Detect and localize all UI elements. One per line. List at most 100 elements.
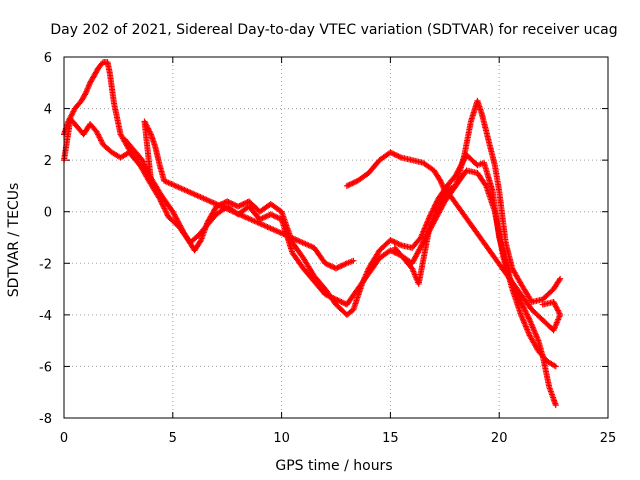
data-point — [82, 91, 89, 98]
data-point — [263, 213, 270, 220]
y-tick-labels: -8 -6 -4 -2 0 2 4 6 — [39, 51, 52, 427]
data-point — [396, 153, 403, 160]
data-point — [482, 181, 489, 188]
data-point — [162, 208, 169, 215]
data-point — [350, 257, 357, 264]
data-point — [395, 240, 402, 247]
data-point — [224, 198, 231, 205]
data-point — [159, 201, 166, 208]
data-point — [322, 291, 329, 298]
data-point — [158, 198, 165, 205]
data-point — [394, 152, 401, 159]
data-point — [390, 238, 397, 245]
chart-title: Day 202 of 2021, Sidereal Day-to-day VTE… — [50, 22, 617, 38]
y-tick-label: -2 — [39, 257, 52, 272]
data-point — [517, 298, 524, 305]
data-point — [260, 214, 267, 221]
data-point — [387, 247, 394, 254]
data-point — [274, 214, 281, 221]
data-point — [326, 262, 333, 269]
data-point — [391, 239, 398, 246]
data-point — [229, 200, 236, 207]
data-point — [240, 200, 247, 207]
axis-ticks — [63, 56, 609, 419]
data-point — [157, 197, 164, 204]
data-point — [328, 294, 335, 301]
data-point — [347, 180, 354, 187]
data-point — [236, 202, 243, 209]
data-point — [394, 240, 401, 247]
data-point — [228, 200, 235, 207]
y-tick-label: -8 — [39, 412, 52, 427]
data-point — [523, 310, 530, 317]
data-point — [339, 299, 346, 306]
data-point — [226, 199, 233, 206]
data-point — [391, 151, 398, 158]
data-point — [161, 205, 168, 212]
data-point — [323, 291, 330, 298]
grid-lines — [64, 57, 608, 418]
y-tick-label: -4 — [39, 309, 52, 324]
data-point — [232, 202, 239, 209]
y-tick-label: 2 — [44, 154, 52, 169]
data-point — [324, 292, 331, 299]
data-point — [338, 298, 345, 305]
data-point — [387, 149, 394, 156]
data-point — [335, 297, 342, 304]
data-point — [342, 260, 349, 267]
data-point — [160, 202, 167, 209]
y-tick-label: 6 — [44, 51, 52, 66]
data-point — [338, 262, 345, 269]
data-point — [322, 260, 329, 267]
data-point — [519, 303, 526, 310]
data-point — [523, 311, 530, 318]
data-point — [259, 215, 266, 222]
data-point — [267, 211, 274, 218]
data-point — [158, 199, 165, 206]
data-point — [392, 239, 399, 246]
data-point — [330, 295, 337, 302]
data-point — [156, 195, 163, 202]
data-point — [163, 209, 170, 216]
data-point — [331, 295, 338, 302]
data-point — [241, 200, 248, 207]
data-point — [231, 201, 237, 208]
y-axis-label: SDTVAR / TECUs — [6, 183, 22, 298]
data-point — [225, 199, 232, 206]
data-point — [273, 213, 280, 220]
data-point — [262, 213, 269, 220]
x-tick-label: 0 — [60, 431, 68, 446]
data-point — [235, 203, 242, 210]
data-point — [341, 261, 348, 268]
data-point — [326, 293, 333, 300]
data-point — [327, 293, 334, 300]
data-point — [387, 237, 394, 244]
series-track-c — [121, 118, 357, 272]
data-points — [61, 59, 564, 409]
data-point — [396, 241, 403, 248]
data-point — [221, 199, 228, 206]
data-point — [269, 211, 276, 218]
data-point — [197, 238, 204, 245]
data-point — [164, 211, 171, 218]
data-point — [521, 305, 528, 312]
data-point — [239, 201, 246, 208]
data-point — [392, 151, 399, 158]
data-point — [449, 184, 456, 191]
data-point — [271, 213, 278, 220]
series-track-e — [391, 188, 564, 334]
data-point — [335, 264, 342, 271]
data-point — [334, 297, 341, 304]
data-point — [447, 185, 454, 192]
y-tick-label: -6 — [39, 360, 52, 375]
data-point — [345, 182, 352, 189]
data-point — [334, 264, 341, 271]
data-point — [390, 150, 397, 157]
data-point — [388, 248, 395, 255]
data-point — [330, 264, 337, 271]
data-point — [520, 304, 527, 311]
data-point — [237, 202, 244, 209]
x-tick-label: 25 — [600, 431, 617, 446]
data-point — [265, 212, 271, 219]
